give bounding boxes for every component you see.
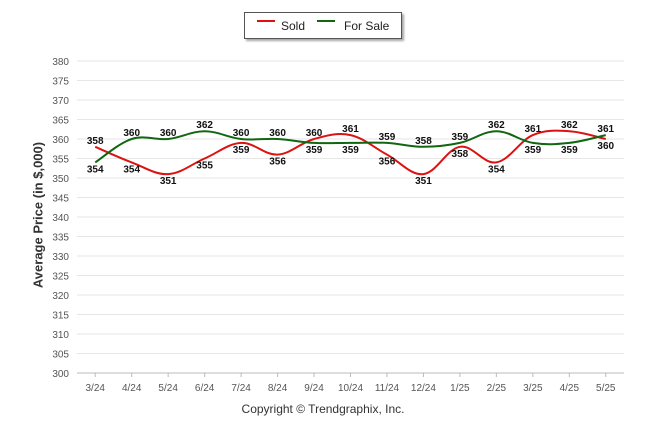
data-label-sold-2: 351: [160, 176, 177, 187]
data-label-sold-3: 355: [196, 161, 213, 172]
data-label-for-sale-11: 362: [488, 120, 505, 131]
data-label-for-sale-10: 359: [452, 132, 469, 143]
data-label-sold-5: 356: [269, 157, 286, 168]
data-label-sold-1: 354: [123, 164, 140, 175]
legend-swatch-for-sale: [317, 20, 335, 22]
x-tick-label-3: 6/24: [195, 383, 215, 394]
legend-swatch-sold: [257, 20, 275, 22]
data-label-sold-9: 351: [415, 176, 432, 187]
x-tick-label-2: 5/24: [158, 383, 178, 394]
data-label-for-sale-7: 359: [342, 145, 359, 156]
y-tick-label-370: 370: [52, 96, 69, 107]
y-tick-label-330: 330: [52, 252, 69, 263]
data-label-for-sale-8: 359: [379, 132, 396, 143]
data-label-for-sale-5: 360: [269, 128, 286, 139]
data-label-for-sale-9: 358: [415, 136, 432, 147]
y-tick-label-320: 320: [52, 291, 69, 302]
series-line-for-sale: [94, 130, 606, 164]
y-tick-label-365: 365: [52, 116, 69, 127]
data-label-for-sale-0: 354: [87, 164, 104, 175]
x-tick-label-10: 1/25: [450, 383, 470, 394]
x-tick-label-4: 7/24: [231, 383, 251, 394]
legend: Sold For Sale: [244, 12, 402, 39]
x-tick-label-13: 4/25: [560, 383, 580, 394]
data-label-sold-14: 360: [597, 141, 614, 152]
x-tick-label-9: 12/24: [411, 383, 436, 394]
x-tick-label-6: 9/24: [304, 383, 324, 394]
y-tick-label-310: 310: [52, 330, 69, 341]
x-tick-label-12: 3/25: [523, 383, 543, 394]
series-line-sold: [94, 129, 606, 176]
data-label-for-sale-3: 362: [196, 120, 213, 131]
y-tick-label-300: 300: [52, 369, 69, 380]
data-label-for-sale-12: 359: [524, 145, 541, 156]
data-label-for-sale-14: 361: [597, 124, 614, 135]
y-tick-label-325: 325: [52, 272, 69, 283]
y-tick-label-350: 350: [52, 174, 69, 185]
x-tick-label-11: 2/25: [487, 383, 507, 394]
y-tick-label-355: 355: [52, 155, 69, 166]
data-label-for-sale-1: 360: [123, 128, 140, 139]
data-label-sold-0: 358: [87, 136, 104, 147]
data-label-sold-8: 356: [379, 157, 396, 168]
x-tick-label-5: 8/24: [268, 383, 288, 394]
y-tick-label-315: 315: [52, 311, 69, 322]
data-label-sold-7: 361: [342, 124, 359, 135]
y-tick-label-305: 305: [52, 350, 69, 361]
data-label-for-sale-2: 360: [160, 128, 177, 139]
y-tick-label-340: 340: [52, 213, 69, 224]
y-tick-label-380: 380: [52, 57, 69, 68]
y-tick-label-335: 335: [52, 233, 69, 244]
copyright-footer: Copyright © Trendgraphix, Inc.: [241, 402, 405, 416]
x-tick-label-0: 3/24: [85, 383, 105, 394]
y-axis-label: Average Price (in $,000): [30, 141, 46, 289]
data-label-sold-4: 359: [233, 145, 250, 156]
y-tick-label-375: 375: [52, 77, 69, 88]
data-label-for-sale-13: 359: [561, 145, 578, 156]
x-tick-label-8: 11/24: [375, 383, 400, 394]
data-label-sold-12: 361: [524, 124, 541, 135]
data-label-sold-11: 354: [488, 164, 505, 175]
legend-label-for-sale: For Sale: [344, 19, 390, 33]
y-tick-label-345: 345: [52, 194, 69, 205]
x-tick-label-1: 4/24: [122, 383, 142, 394]
legend-label-sold: Sold: [281, 19, 306, 33]
data-label-sold-13: 362: [561, 120, 578, 131]
data-label-for-sale-6: 359: [306, 145, 323, 156]
data-label-for-sale-4: 360: [233, 128, 250, 139]
x-tick-label-7: 10/24: [338, 383, 363, 394]
y-tick-label-360: 360: [52, 135, 69, 146]
data-label-sold-6: 360: [306, 128, 323, 139]
data-label-sold-10: 358: [452, 149, 469, 160]
x-tick-label-14: 5/25: [596, 383, 616, 394]
